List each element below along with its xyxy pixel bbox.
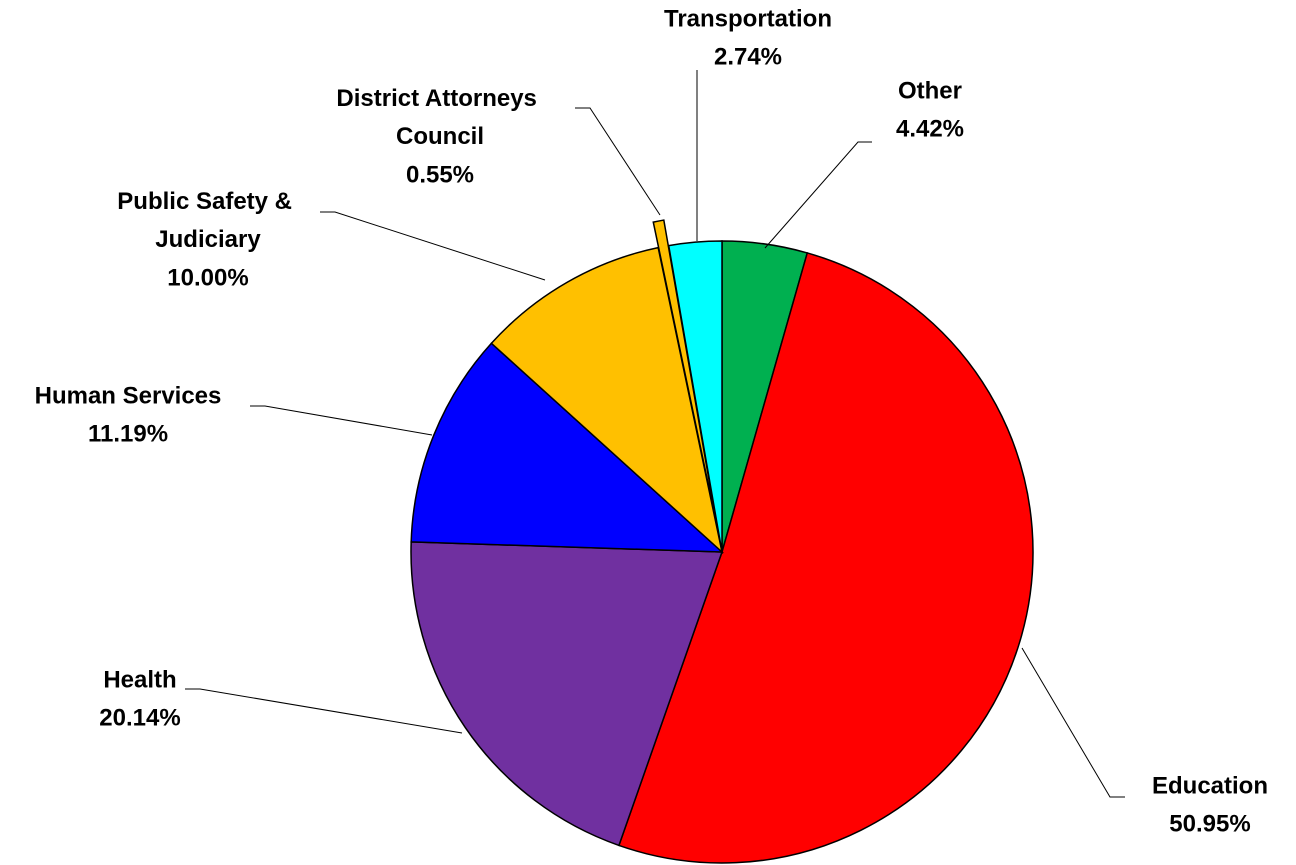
slice-label: Other (898, 77, 962, 104)
label-line: Council (396, 123, 484, 150)
slice-label: Transportation (664, 5, 832, 32)
label-line: Judiciary (155, 226, 261, 253)
label-line: District Attorneys (336, 85, 543, 112)
label-line: Public Safety & (117, 188, 298, 215)
value-label: 0.55% (406, 161, 474, 188)
pie-slice (410, 541, 724, 847)
pie-slice (652, 219, 718, 527)
value-label: 10.00% (167, 264, 248, 291)
value-label: 2.74% (714, 43, 782, 70)
value-label: 4.42% (896, 115, 964, 142)
leader-line (575, 107, 661, 216)
value-label: 20.14% (99, 704, 180, 731)
pie-slice (410, 342, 725, 553)
leader-line (1021, 647, 1125, 798)
slice-label: Human Services (35, 382, 222, 409)
leader-line (764, 141, 872, 249)
leader-line (250, 405, 433, 436)
value-label: 11.19% (88, 420, 168, 447)
pie-slice (490, 246, 724, 555)
slice-label: Health (103, 666, 176, 693)
slice-label: District Attorneys Council (336, 85, 543, 150)
leader-line (185, 688, 463, 734)
slice-label: Public Safety & Judiciary (117, 188, 298, 253)
leader-line (320, 211, 546, 281)
value-label: 50.95% (1169, 810, 1250, 837)
pie-slice (667, 240, 723, 553)
slice-label: Education (1152, 772, 1268, 799)
pie-slice (617, 251, 1034, 864)
